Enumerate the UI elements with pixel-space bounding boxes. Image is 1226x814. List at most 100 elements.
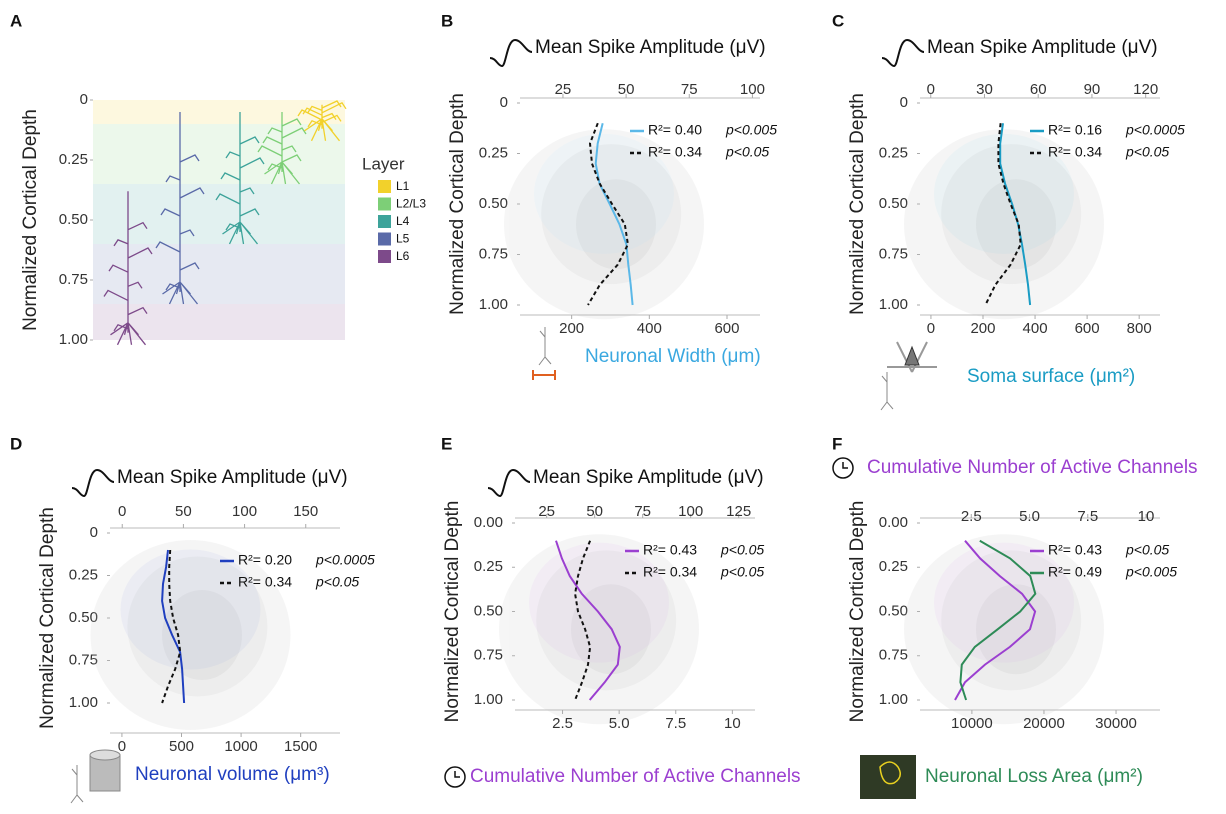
- density-tint: [934, 542, 1074, 663]
- y-tick-label: 0.75: [59, 271, 88, 288]
- x2-tick-label: 50: [618, 81, 635, 98]
- cylinder-top: [89, 749, 121, 761]
- y-tick-label: 0.25: [879, 558, 908, 575]
- neuron-icon: [70, 765, 84, 804]
- legend-pvalue: p<0.0005: [1125, 122, 1185, 138]
- series-line: [161, 549, 182, 704]
- y-tick-label: 0: [90, 524, 98, 541]
- panel-label: A: [10, 11, 22, 30]
- x-tick-label: 0: [927, 320, 935, 337]
- x-tick-label: 30000: [1095, 715, 1137, 732]
- x2-tick-label: 100: [678, 503, 703, 520]
- y-tick-label: 0.75: [879, 647, 908, 664]
- density-blob: [941, 144, 1082, 285]
- spike-icon: [487, 468, 531, 498]
- x-tick-label: 400: [1023, 320, 1048, 337]
- x2-tick-label: 75: [681, 81, 698, 98]
- y-tick-label: 1.00: [879, 691, 908, 708]
- y-axis-title: Normalized Cortical Depth: [847, 501, 868, 723]
- panel-label: F: [832, 434, 842, 453]
- top-axis-title: Mean Spike Amplitude (μV): [117, 467, 348, 488]
- density-blob: [541, 144, 682, 285]
- density-blob: [976, 179, 1056, 270]
- x-tick-label: 2.5: [552, 715, 573, 732]
- y-tick-label: 0.50: [879, 602, 908, 619]
- x2-tick-label: 10: [1138, 508, 1155, 525]
- layer-band: [93, 100, 345, 124]
- density-blob: [499, 534, 699, 725]
- legend-label: R²= 0.49: [1048, 564, 1102, 580]
- panel-label: C: [832, 11, 844, 30]
- legend-swatch: [378, 232, 391, 246]
- legend-label: R²= 0.40: [648, 122, 702, 138]
- series-line: [555, 540, 621, 701]
- series-line: [954, 540, 1037, 701]
- density-blob: [90, 540, 291, 730]
- legend-label: R²= 0.34: [643, 564, 697, 580]
- y-tick-label: 0.75: [474, 647, 503, 664]
- y-tick-label: 0.50: [479, 195, 508, 212]
- top-axis-title: Mean Spike Amplitude (μV): [535, 37, 766, 58]
- y-tick-label: 1.00: [879, 296, 908, 313]
- x2-tick-label: 125: [726, 503, 751, 520]
- series-line: [984, 123, 1022, 306]
- spike-icon: [489, 38, 533, 68]
- legend-label: R²= 0.16: [1048, 122, 1102, 138]
- y-tick-label: 0.25: [479, 144, 508, 161]
- legend-swatch: [378, 250, 391, 263]
- bottom-axis-title: Neuronal Width (μm): [585, 346, 761, 367]
- series-line: [161, 549, 186, 704]
- soma-icon: [887, 341, 937, 373]
- top-axis-title: Mean Spike Amplitude (μV): [533, 467, 764, 488]
- x-tick-label: 0: [118, 738, 126, 755]
- y-tick-label: 0.25: [879, 144, 908, 161]
- x2-tick-label: 75: [634, 503, 651, 520]
- y-tick-label: 0: [80, 91, 88, 108]
- spike-icon: [71, 468, 115, 498]
- legend-label: L6: [396, 249, 410, 263]
- legend-pvalue: p<0.05: [720, 564, 764, 580]
- x-tick-label: 800: [1127, 320, 1152, 337]
- legend-label: R²= 0.34: [238, 574, 292, 590]
- y-tick-label: 0: [500, 94, 508, 111]
- series-line: [959, 539, 1037, 701]
- density-tint: [934, 133, 1074, 254]
- x-tick-label: 600: [1075, 320, 1100, 337]
- x-tick-label: 200: [559, 320, 584, 337]
- x2-tick-label: 50: [586, 503, 603, 520]
- clock-hands: [842, 462, 848, 469]
- density-blob: [904, 129, 1104, 320]
- legend-pvalue: p<0.005: [1125, 564, 1177, 580]
- y-tick-label: 1.00: [479, 296, 508, 313]
- bottom-axis-title: Soma surface (μm²): [967, 366, 1135, 387]
- x-tick-label: 1000: [224, 738, 257, 755]
- density-tint: [529, 542, 669, 663]
- density-blob: [162, 590, 242, 680]
- y-tick-label: 0.50: [69, 609, 98, 626]
- x2-tick-label: 50: [175, 503, 192, 520]
- legend-label: L2/L3: [396, 197, 426, 211]
- series-line: [594, 122, 634, 306]
- top-axis-title: Mean Spike Amplitude (μV): [927, 37, 1158, 58]
- density-background: [499, 534, 699, 725]
- y-tick-label: 0.50: [59, 211, 88, 228]
- density-blob: [536, 550, 677, 691]
- legend-pvalue: p<0.05: [315, 574, 359, 590]
- y-tick-label: 0.25: [474, 558, 503, 575]
- series-line: [587, 122, 629, 306]
- density-blob: [941, 550, 1082, 691]
- y-tick-label: 0.75: [879, 245, 908, 262]
- legend-label: R²= 0.43: [1048, 542, 1102, 558]
- layer-band: [93, 244, 345, 304]
- legend-label: R²= 0.34: [648, 144, 702, 160]
- x2-tick-label: 7.5: [1077, 508, 1098, 525]
- density-blob: [504, 129, 704, 320]
- neuron-drawing: [215, 112, 265, 245]
- x-tick-label: 200: [970, 320, 995, 337]
- y-axis-title: Normalized Cortical Depth: [442, 501, 463, 723]
- bottom-axis-title: Neuronal volume (μm³): [135, 764, 330, 785]
- series-line: [574, 540, 592, 701]
- x2-tick-label: 60: [1030, 81, 1047, 98]
- x2-tick-label: 30: [976, 81, 993, 98]
